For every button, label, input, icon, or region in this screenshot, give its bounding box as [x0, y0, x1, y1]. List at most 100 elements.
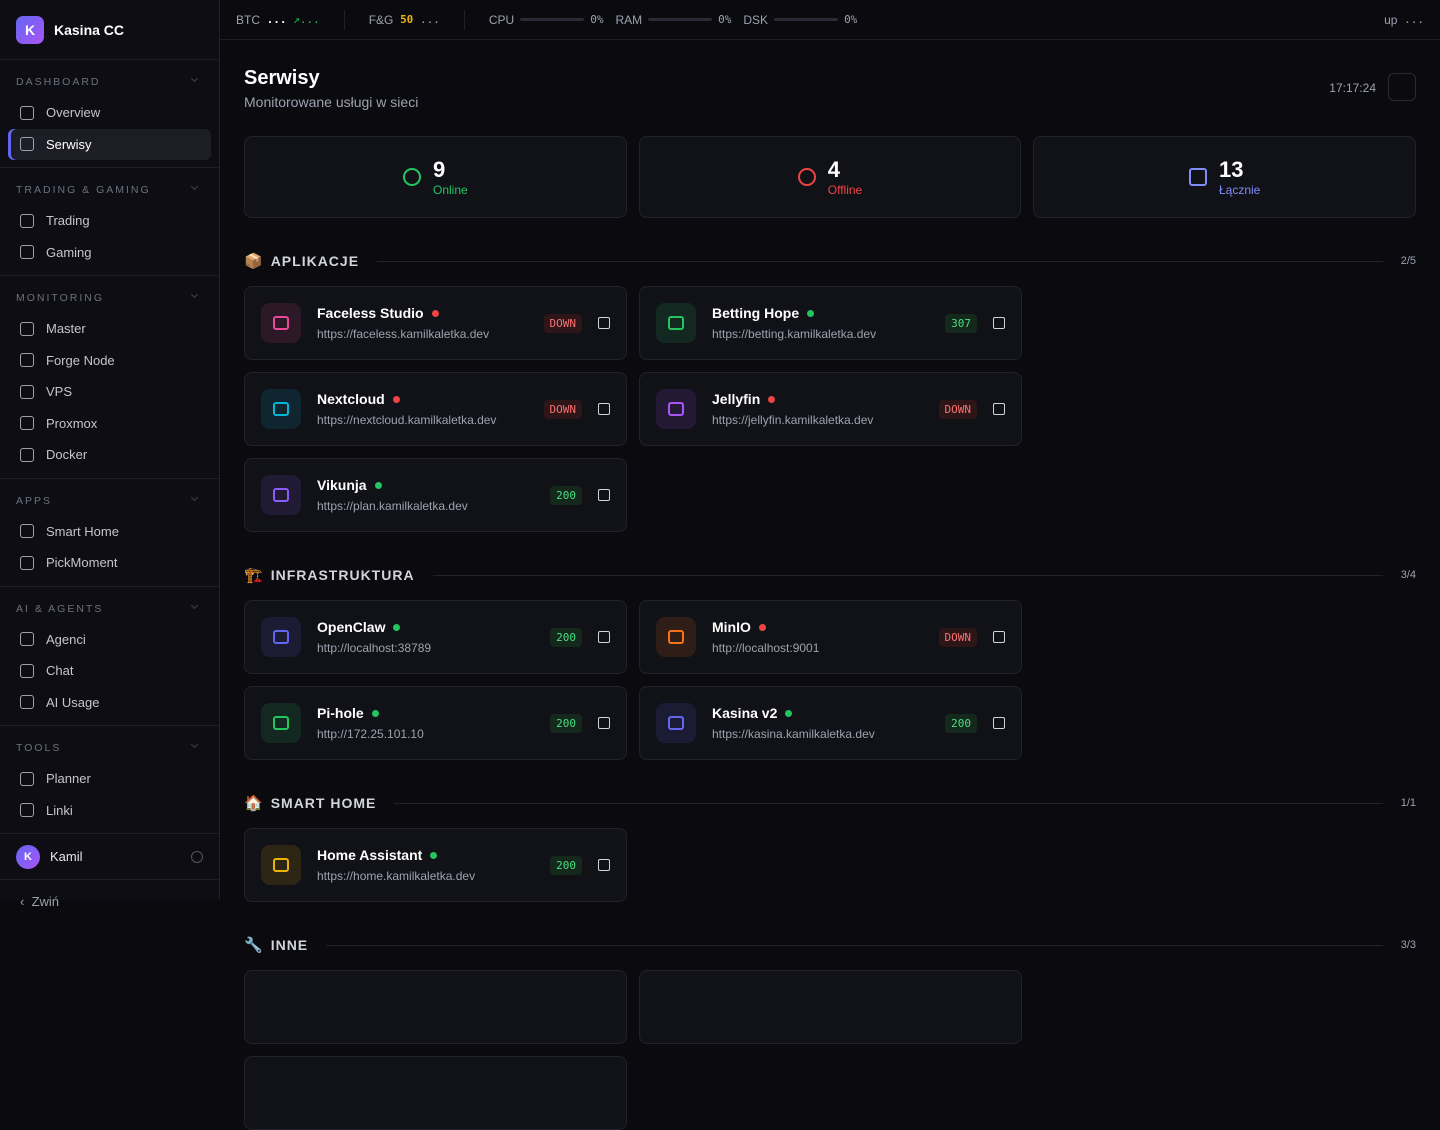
nav-item[interactable]: Serwisy [8, 128, 211, 160]
service-name-row: Vikunja [317, 477, 468, 493]
service-text: Pi-hole http://172.25.101.10 [317, 705, 424, 741]
nav-item[interactable]: Smart Home [8, 516, 211, 548]
settings-icon[interactable] [191, 850, 203, 863]
external-link[interactable] [598, 403, 610, 415]
nav-icon [20, 663, 34, 678]
service-url: https://faceless.kamilkaletka.dev [317, 327, 490, 341]
nav-item[interactable]: Forge Node [8, 345, 211, 377]
group-header: 🔧 INNE 3/3 [244, 933, 1416, 957]
group-count: 3/3 [1400, 939, 1416, 951]
external-link[interactable] [993, 717, 1005, 729]
nav-icon [20, 771, 34, 786]
status-badge: DOWN [938, 399, 977, 419]
service-card[interactable]: Nextcloud https://nextcloud.kamilkaletka.… [244, 372, 627, 446]
external-link[interactable] [598, 859, 610, 871]
nav-item[interactable]: Planner [8, 763, 211, 795]
nav-item[interactable]: Gaming [8, 237, 211, 269]
nav-item[interactable]: PickMoment [8, 547, 211, 579]
user[interactable]: K Kamil [0, 834, 219, 880]
icon-glyph [273, 630, 289, 644]
nav-item[interactable]: Docker [8, 439, 211, 471]
service-card[interactable]: Kasina v2 https://kasina.kamilkaletka.dev… [639, 686, 1022, 760]
status-dot [431, 309, 439, 317]
service-card[interactable]: Jellyfin https://jellyfin.kamilkaletka.de… [639, 372, 1022, 446]
nav-label: Forge Node [46, 352, 115, 368]
external-link[interactable] [598, 317, 610, 329]
section-header[interactable]: DASHBOARD [8, 70, 211, 97]
cards-stub [244, 970, 1416, 1130]
icon-glyph [273, 716, 289, 730]
service-card[interactable]: Pi-hole http://172.25.101.10 200 [244, 686, 627, 760]
nav-section: MONITORING Master Forge Node VPS Proxmox Dock… [0, 276, 219, 479]
service-icon [261, 617, 301, 657]
meter: CPU 0% [489, 13, 604, 27]
nav-item[interactable]: VPS [8, 376, 211, 408]
section-header[interactable]: TOOLS [8, 736, 211, 763]
service-grid: Faceless Studio https://faceless.kamilkal… [244, 286, 1416, 532]
service-card[interactable]: MinIO http://localhost:9001 DOWN [639, 600, 1022, 674]
service-card[interactable]: Home Assistant https://home.kamilkaletka.… [244, 828, 627, 902]
status-badge: DOWN [543, 399, 582, 419]
service-card[interactable] [244, 970, 627, 1044]
section-header[interactable]: TRADING & GAMING [8, 178, 211, 205]
service-card[interactable]: Vikunja https://plan.kamilkaletka.dev 200 [244, 458, 627, 532]
service-url: https://jellyfin.kamilkaletka.dev [712, 413, 874, 427]
nav-label: Agenci [46, 631, 86, 647]
status-badge: 200 [550, 713, 582, 733]
service-icon [261, 703, 301, 743]
service-url: https://kasina.kamilkaletka.dev [712, 727, 875, 741]
section-header[interactable]: AI & AGENTS [8, 597, 211, 624]
nav-item[interactable]: Trading [8, 205, 211, 237]
external-link[interactable] [993, 403, 1005, 415]
meter-value: 0% [718, 13, 732, 26]
section-header[interactable]: APPS [8, 489, 211, 516]
icon-glyph [668, 316, 684, 330]
group-icon: 🏠 [244, 795, 263, 812]
chevron [190, 182, 199, 191]
external-link[interactable] [598, 489, 610, 501]
external-link[interactable] [993, 317, 1005, 329]
external-link[interactable] [993, 631, 1005, 643]
nav-item[interactable]: Linki [8, 795, 211, 827]
refresh-button[interactable] [1388, 73, 1416, 101]
chevron [190, 290, 199, 299]
service-card[interactable]: OpenClaw http://localhost:38789 200 [244, 600, 627, 674]
stat-value: 4 [827, 157, 841, 182]
up-label: up [1384, 12, 1398, 27]
stat-icon [402, 168, 421, 186]
nav-label: Docker [46, 447, 88, 463]
brand[interactable]: K Kasina CC [0, 0, 219, 60]
service-icon [656, 389, 696, 429]
service-name: Jellyfin [712, 391, 761, 407]
service-icon [656, 617, 696, 657]
section-header[interactable]: MONITORING [8, 286, 211, 313]
nav: DASHBOARD Overview Serwisy TRADING & GAMING… [0, 60, 219, 834]
service-card[interactable] [639, 970, 1022, 1044]
stats: 9 Online 4 Offline 13 Łącznie [244, 136, 1417, 218]
nav-item[interactable]: AI Usage [8, 687, 211, 719]
nav-item[interactable]: Proxmox [8, 408, 211, 440]
external-link[interactable] [598, 631, 610, 643]
separator [463, 9, 465, 30]
collapse[interactable]: ‹ Zwiń [20, 894, 60, 909]
nav-item[interactable]: Chat [8, 655, 211, 687]
stat-card: 13 Łącznie [1033, 136, 1417, 218]
status-dot [374, 481, 382, 489]
service-text: OpenClaw http://localhost:38789 [317, 619, 431, 655]
stat-card: 4 Offline [638, 136, 1022, 218]
external-link[interactable] [598, 717, 610, 729]
stat-label: Online [432, 183, 468, 197]
nav-item[interactable]: Master [8, 313, 211, 345]
service-card[interactable] [244, 1056, 627, 1130]
nav-item[interactable]: Agenci [8, 624, 211, 656]
service-url: https://betting.kamilkaletka.dev [712, 327, 877, 341]
service-card[interactable]: Betting Hope https://betting.kamilkaletka… [639, 286, 1022, 360]
nav-label: AI Usage [46, 694, 100, 710]
service-card[interactable]: Faceless Studio https://faceless.kamilkal… [244, 286, 627, 360]
meter-track [648, 18, 713, 21]
meter-value: 0% [844, 13, 858, 26]
service-name: Betting Hope [712, 305, 800, 321]
status-badge: 200 [550, 855, 582, 875]
nav-item[interactable]: Overview [8, 97, 211, 129]
